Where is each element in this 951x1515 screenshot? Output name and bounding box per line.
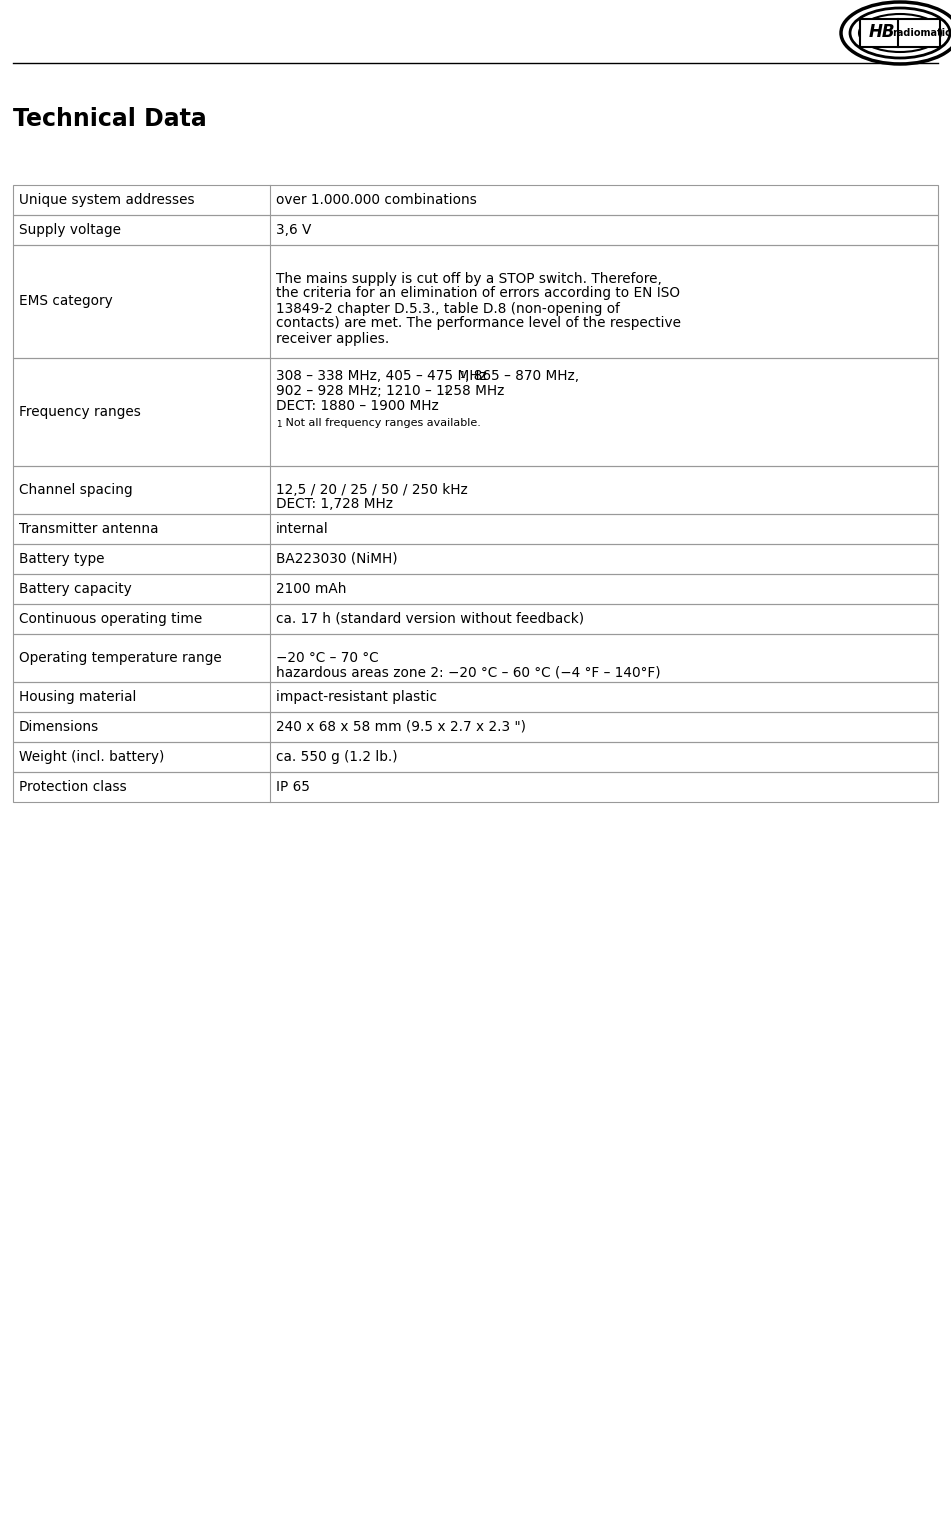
Text: Unique system addresses: Unique system addresses — [19, 192, 195, 208]
Text: Transmitter antenna: Transmitter antenna — [19, 523, 159, 536]
Text: Battery type: Battery type — [19, 551, 105, 567]
Text: The mains supply is cut off by a STOP switch. Therefore,: The mains supply is cut off by a STOP sw… — [276, 271, 662, 285]
Text: over 1.000.000 combinations: over 1.000.000 combinations — [276, 192, 477, 208]
Text: 12,5 / 20 / 25 / 50 / 250 kHz: 12,5 / 20 / 25 / 50 / 250 kHz — [276, 482, 468, 497]
Bar — [13, 773, 938, 801]
Text: BA223030 (NiMH): BA223030 (NiMH) — [276, 551, 398, 567]
Text: Housing material: Housing material — [19, 689, 136, 704]
Text: IP 65: IP 65 — [276, 780, 310, 794]
Bar — [13, 215, 938, 245]
Text: Battery capacity: Battery capacity — [19, 582, 132, 595]
Text: , 865 – 870 MHz,: , 865 – 870 MHz, — [465, 370, 579, 383]
Bar — [13, 574, 938, 604]
Text: DECT: 1,728 MHz: DECT: 1,728 MHz — [276, 497, 393, 512]
Text: HB: HB — [869, 23, 895, 41]
Text: 2100 mAh: 2100 mAh — [276, 582, 347, 595]
Text: Not all frequency ranges available.: Not all frequency ranges available. — [282, 418, 481, 429]
Text: internal: internal — [276, 523, 329, 536]
Text: Dimensions: Dimensions — [19, 720, 99, 733]
Text: Continuous operating time: Continuous operating time — [19, 612, 203, 626]
Text: Supply voltage: Supply voltage — [19, 223, 121, 236]
Text: contacts) are met. The performance level of the respective: contacts) are met. The performance level… — [276, 317, 681, 330]
Text: 1: 1 — [276, 420, 281, 429]
Bar — [13, 604, 938, 633]
Text: 1: 1 — [443, 386, 449, 395]
Text: receiver applies.: receiver applies. — [276, 332, 389, 345]
Text: Weight (incl. battery): Weight (incl. battery) — [19, 750, 165, 764]
Text: radiomatic: radiomatic — [893, 27, 951, 38]
Bar — [860, 20, 940, 47]
Text: Frequency ranges: Frequency ranges — [19, 405, 141, 420]
Bar — [13, 514, 938, 544]
Text: Channel spacing: Channel spacing — [19, 483, 132, 497]
Bar — [13, 544, 938, 574]
Text: the criteria for an elimination of errors according to EN ISO: the criteria for an elimination of error… — [276, 286, 680, 300]
Text: Protection class: Protection class — [19, 780, 126, 794]
Bar — [13, 742, 938, 773]
Bar — [13, 712, 938, 742]
Text: Technical Data: Technical Data — [13, 108, 206, 130]
Bar — [13, 245, 938, 358]
Text: 3,6 V: 3,6 V — [276, 223, 312, 236]
Bar — [13, 185, 938, 215]
Text: Operating temperature range: Operating temperature range — [19, 651, 222, 665]
Text: 13849-2 chapter D.5.3., table D.8 (non-opening of: 13849-2 chapter D.5.3., table D.8 (non-o… — [276, 301, 620, 315]
Text: 1: 1 — [459, 371, 465, 380]
Text: hazardous areas zone 2: −20 °C – 60 °C (−4 °F – 140°F): hazardous areas zone 2: −20 °C – 60 °C (… — [276, 665, 661, 680]
Bar — [13, 358, 938, 467]
Text: ca. 550 g (1.2 lb.): ca. 550 g (1.2 lb.) — [276, 750, 398, 764]
Text: impact-resistant plastic: impact-resistant plastic — [276, 689, 437, 704]
Text: 240 x 68 x 58 mm (9.5 x 2.7 x 2.3 "): 240 x 68 x 58 mm (9.5 x 2.7 x 2.3 ") — [276, 720, 526, 733]
Bar — [13, 467, 938, 514]
Text: 902 – 928 MHz; 1210 – 1258 MHz: 902 – 928 MHz; 1210 – 1258 MHz — [276, 383, 505, 398]
Bar — [13, 633, 938, 682]
Text: ca. 17 h (standard version without feedback): ca. 17 h (standard version without feedb… — [276, 612, 584, 626]
Text: DECT: 1880 – 1900 MHz: DECT: 1880 – 1900 MHz — [276, 398, 439, 414]
Text: 308 – 338 MHz, 405 – 475 MHz: 308 – 338 MHz, 405 – 475 MHz — [276, 370, 487, 383]
Text: −20 °C – 70 °C: −20 °C – 70 °C — [276, 650, 378, 665]
Text: EMS category: EMS category — [19, 294, 113, 309]
Bar — [13, 682, 938, 712]
